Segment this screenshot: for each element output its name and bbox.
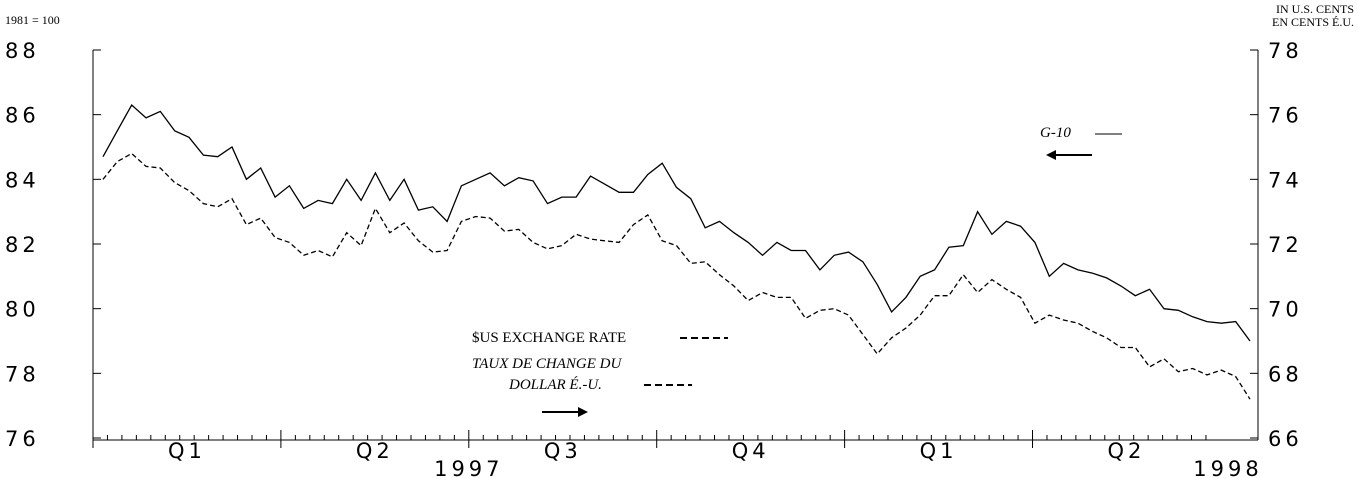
y-tick-label: 76 [5, 427, 40, 451]
y-tick-label: 80 [5, 298, 40, 322]
legend-label: G-10 [1040, 125, 1071, 141]
y2-tick-label: 70 [1268, 298, 1303, 322]
y-tick-label: 84 [5, 168, 40, 192]
right-unit: EN CENTS É.U. [1272, 15, 1354, 29]
y2-tick-label: 76 [1268, 104, 1303, 128]
x-tick-label: Q1 [920, 439, 958, 463]
legend-label: TAUX DE CHANGE DU [472, 356, 622, 372]
year-label: 1997 [434, 457, 503, 478]
y2-tick-label: 78 [1268, 39, 1303, 63]
right-unit: IN U.S. CENTS [1276, 2, 1354, 16]
y-tick-label: 88 [5, 39, 40, 63]
y-tick-label: 86 [5, 104, 40, 128]
arrow-head [1046, 150, 1056, 160]
y-tick-label: 82 [5, 233, 40, 257]
x-tick-label: Q3 [544, 439, 582, 463]
series-line [102, 103, 1251, 342]
x-tick-label: Q1 [168, 439, 206, 463]
y2-tick-label: 66 [1268, 427, 1303, 451]
legend-label: DOLLAR É.-U. [508, 376, 602, 393]
x-tick-label: Q2 [356, 439, 394, 463]
x-tick-label: Q2 [1108, 439, 1146, 463]
legend-label: $US EXCHANGE RATE [472, 330, 626, 346]
series-line [102, 152, 1251, 400]
arrow-head [578, 407, 588, 417]
y2-tick-label: 74 [1268, 168, 1303, 192]
year-label: 1998 [1193, 457, 1262, 478]
x-tick-label: Q4 [732, 439, 770, 463]
y2-tick-label: 72 [1268, 233, 1303, 257]
left-unit: 1981 = 100 [5, 13, 60, 27]
y-tick-label: 78 [5, 362, 40, 386]
y2-tick-label: 68 [1268, 362, 1303, 386]
